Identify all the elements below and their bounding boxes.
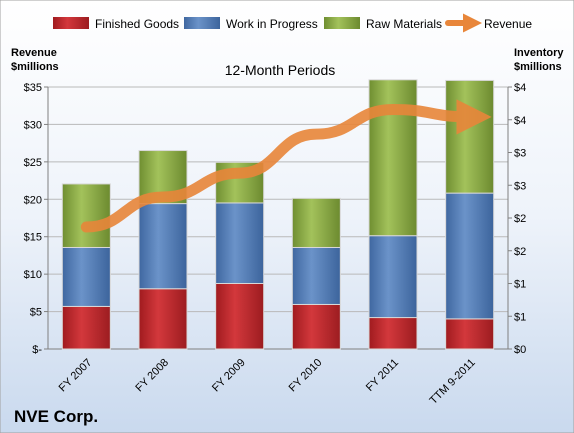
bar-work-in-progress	[368, 235, 418, 319]
left-tick-label: $5	[30, 307, 42, 319]
left-tick-label: $15	[24, 232, 42, 244]
right-axis-title-line1: Inventory	[514, 47, 564, 59]
right-tick-label: $1	[514, 311, 526, 323]
left-axis-ticks: $- $5 $10 $15 $20 $25 $30 $35	[24, 82, 43, 356]
legend-swatch-finished-goods	[53, 17, 89, 29]
bar-finished-goods	[445, 318, 495, 350]
legend-swatch-raw-materials	[324, 17, 360, 29]
bar-finished-goods	[291, 303, 341, 350]
right-tick-label: $0	[514, 344, 526, 356]
legend-item-finished-goods[interactable]: Finished Goods	[53, 17, 179, 31]
left-axis-title-line1: Revenue	[11, 47, 57, 59]
right-axis-title-line2: $millions	[514, 61, 562, 73]
line-layer	[80, 99, 492, 233]
chart-subtitle: 12-Month Periods	[225, 62, 336, 78]
bar-raw-materials	[368, 79, 418, 237]
legend-item-raw-materials[interactable]: Raw Materials	[324, 17, 442, 31]
bar-work-in-progress	[445, 192, 495, 320]
bar-raw-materials	[445, 79, 495, 194]
right-axis-ticks: $0 $1 $1 $2 $2 $3 $3 $4 $4	[514, 82, 526, 356]
bar-work-in-progress	[291, 246, 341, 305]
left-tick-label: $10	[24, 269, 42, 281]
legend-swatch-work-in-progress	[184, 17, 220, 29]
left-tick-label: $-	[32, 344, 42, 356]
right-tick-label: $3	[514, 148, 526, 160]
right-tick-label: $2	[514, 246, 526, 258]
legend: Finished Goods Work in Progress Raw Mate…	[53, 13, 532, 33]
company-name: NVE Corp.	[14, 407, 98, 426]
right-tick-label: $4	[514, 115, 526, 127]
legend-label-raw-materials: Raw Materials	[366, 17, 442, 31]
legend-item-work-in-progress[interactable]: Work in Progress	[184, 17, 318, 31]
bar-finished-goods	[61, 305, 111, 350]
bar-finished-goods	[215, 283, 265, 350]
legend-label-work-in-progress: Work in Progress	[226, 17, 318, 31]
legend-label-finished-goods: Finished Goods	[95, 17, 179, 31]
right-tick-label: $2	[514, 213, 526, 225]
bar-raw-materials	[61, 183, 111, 248]
right-tick-label: $4	[514, 82, 526, 94]
left-tick-label: $20	[24, 194, 42, 206]
right-tick-label: $1	[514, 279, 526, 291]
bar-work-in-progress	[215, 202, 265, 284]
legend-item-revenue[interactable]: Revenue	[445, 13, 532, 33]
left-tick-label: $35	[24, 82, 42, 94]
right-tick-label: $3	[514, 180, 526, 192]
legend-label-revenue: Revenue	[484, 17, 532, 31]
revenue-line	[80, 99, 492, 233]
left-tick-label: $30	[24, 119, 42, 131]
bar-work-in-progress	[61, 246, 111, 307]
bar-finished-goods	[368, 317, 418, 350]
left-tick-label: $25	[24, 157, 42, 169]
bar-raw-materials	[291, 197, 341, 248]
bar-work-in-progress	[138, 203, 188, 290]
grid-layer	[44, 86, 512, 350]
left-axis-title-line2: $millions	[11, 61, 59, 73]
bar-finished-goods	[138, 288, 188, 350]
